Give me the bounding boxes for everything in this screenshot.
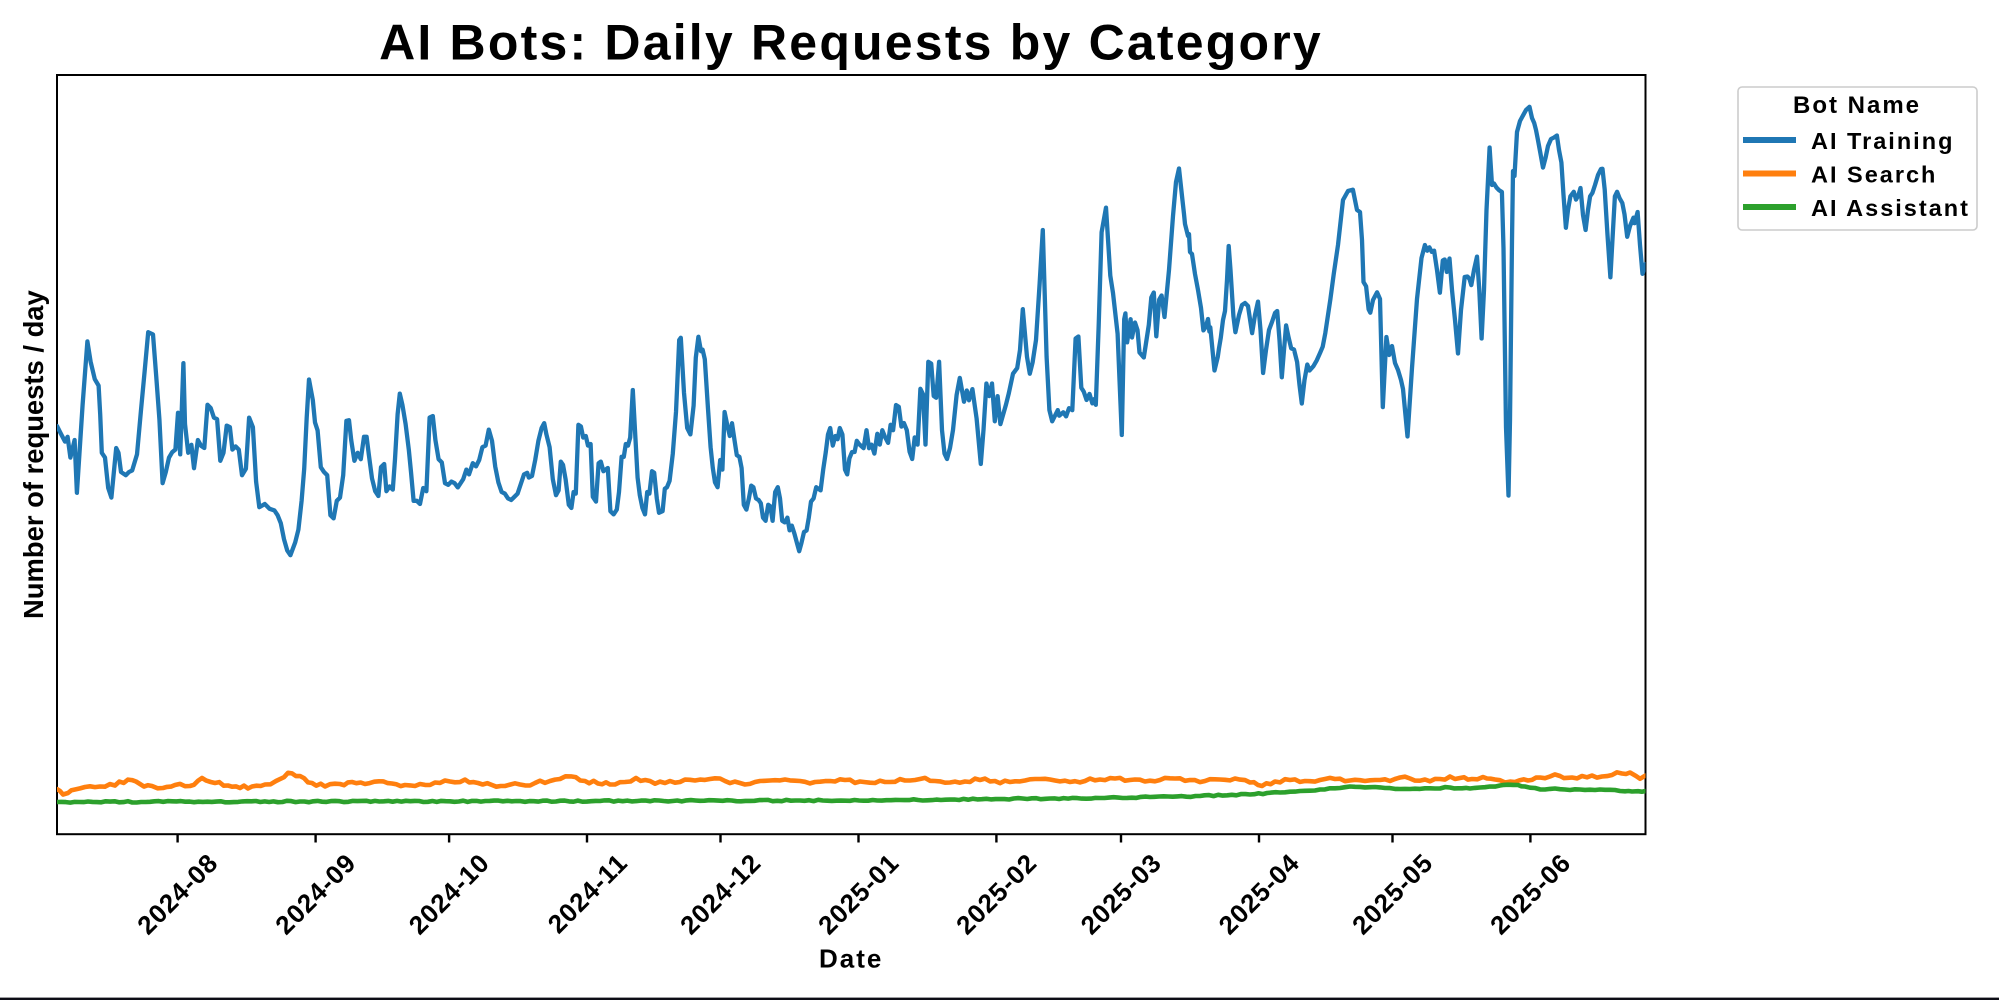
- svg-text:Number of requests / day: Number of requests / day: [18, 289, 49, 619]
- svg-text:Bot Name: Bot Name: [1793, 92, 1921, 119]
- svg-text:AI Training: AI Training: [1811, 128, 1954, 154]
- svg-text:Date: Date: [819, 944, 883, 974]
- svg-text:AI Assistant: AI Assistant: [1811, 195, 1970, 221]
- svg-text:AI Search: AI Search: [1811, 162, 1937, 188]
- svg-text:AI Bots: Daily Requests by Cat: AI Bots: Daily Requests by Category: [379, 15, 1323, 71]
